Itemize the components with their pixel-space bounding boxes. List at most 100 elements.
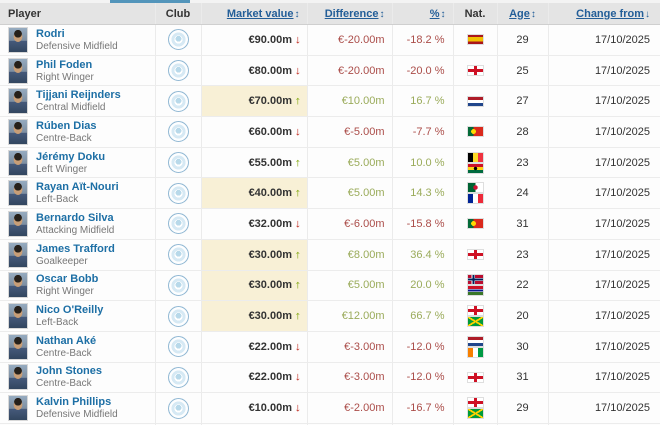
player-position: Left-Back [36, 194, 79, 206]
player-name-link[interactable]: Rúben Dias [36, 119, 97, 132]
change-from-cell: 17/10/2025 [548, 239, 660, 271]
manchester-city-badge-icon[interactable] [167, 121, 189, 143]
player-position: Left-Back [36, 317, 79, 329]
column-header-age[interactable]: Age↕ [497, 3, 549, 25]
market-value-cell: €60.00m ↓ [201, 116, 308, 148]
player-name-link[interactable]: Nico O'Reilly [36, 304, 104, 317]
percent-value: -12.0 % [406, 340, 445, 353]
sort-both-icon[interactable]: ↕ [294, 8, 300, 20]
player-photo[interactable] [8, 272, 28, 299]
market-value-text: €60.00m [248, 125, 292, 138]
player-name-link[interactable]: Rodri [36, 27, 65, 40]
table-row: Kalvin Phillips Defensive Midfield €10.0… [0, 392, 660, 424]
difference-cell: €-20.00m [307, 24, 393, 56]
change-from-date: 17/10/2025 [594, 64, 650, 77]
player-photo[interactable] [8, 26, 28, 53]
player-photo[interactable] [8, 364, 28, 391]
column-header-change-from[interactable]: Change from↓ [548, 3, 660, 25]
market-value-sort-link[interactable]: Market value [226, 7, 294, 20]
player-position: Centre-Back [36, 347, 92, 359]
percent-value: -15.8 % [406, 217, 445, 230]
netherlands-flag-icon [467, 96, 483, 106]
age-cell: 29 [497, 392, 549, 424]
manchester-city-badge-icon[interactable] [167, 397, 189, 419]
player-name-link[interactable]: Nathan Aké [36, 334, 97, 347]
sort-both-icon[interactable]: ↕ [440, 8, 446, 20]
change-from-date: 17/10/2025 [594, 187, 650, 200]
manchester-city-badge-icon[interactable] [167, 213, 189, 235]
trend-arrow-icon: ↓ [294, 33, 302, 46]
player-name-link[interactable]: James Trafford [36, 242, 115, 255]
jamaica-flag-icon [467, 317, 483, 327]
column-header-percent[interactable]: %↕ [392, 3, 454, 25]
manchester-city-badge-icon[interactable] [167, 90, 189, 112]
table-row: Bernardo Silva Attacking Midfield €32.00… [0, 208, 660, 240]
age-cell: 30 [497, 331, 549, 363]
age-sort-link[interactable]: Age [509, 7, 530, 20]
player-cell: Kalvin Phillips Defensive Midfield [0, 392, 156, 424]
player-photo[interactable] [8, 118, 28, 145]
table-row: Phil Foden Right Winger €80.00m ↓ €-20.00… [0, 55, 660, 87]
player-position: Left Winger [36, 163, 88, 175]
manchester-city-badge-icon[interactable] [167, 366, 189, 388]
change-from-sort-link[interactable]: Change from [576, 7, 644, 20]
market-value-cell: €55.00m ↑ [201, 147, 308, 179]
manchester-city-badge-icon[interactable] [167, 336, 189, 358]
player-name-link[interactable]: Bernardo Silva [36, 211, 114, 224]
player-name-link[interactable]: Phil Foden [36, 58, 93, 71]
player-photo[interactable] [8, 88, 28, 115]
table-header: Player Club Market value↕ Difference↕ %↕… [0, 3, 660, 25]
age-cell: 22 [497, 270, 549, 302]
player-name-link[interactable]: Tijjani Reijnders [36, 89, 121, 102]
column-header-difference[interactable]: Difference↕ [307, 3, 393, 25]
market-value-cell: €10.00m ↓ [201, 392, 308, 424]
sort-desc-icon[interactable]: ↓ [645, 8, 650, 20]
difference-cell: €-3.00m [307, 331, 393, 363]
manchester-city-badge-icon[interactable] [167, 305, 189, 327]
difference-cell: €-5.00m [307, 116, 393, 148]
player-photo[interactable] [8, 180, 28, 207]
nationality-cell [453, 177, 498, 210]
manchester-city-badge-icon[interactable] [167, 182, 189, 204]
percent-cell: -15.8 % [392, 208, 454, 240]
player-photo[interactable] [8, 333, 28, 360]
player-photo[interactable] [8, 149, 28, 176]
table-row: Rúben Dias Centre-Back €60.00m ↓ €-5.00m … [0, 116, 660, 148]
difference-sort-link[interactable]: Difference [324, 7, 379, 20]
market-value-cell: €30.00m ↑ [201, 270, 308, 302]
player-photo[interactable] [8, 241, 28, 268]
player-name-link[interactable]: Rayan Aït-Nouri [36, 181, 119, 194]
market-value-cell: €70.00m ↑ [201, 85, 308, 118]
netherlands-flag-icon [467, 336, 483, 346]
manchester-city-badge-icon[interactable] [167, 244, 189, 266]
club-cell [155, 85, 202, 118]
sort-both-icon[interactable]: ↕ [530, 8, 536, 20]
difference-value: €10.00m [341, 95, 385, 108]
change-from-cell: 17/10/2025 [548, 300, 660, 332]
market-value-text: €30.00m [248, 279, 292, 292]
player-name-link[interactable]: John Stones [36, 365, 103, 378]
manchester-city-badge-icon[interactable] [167, 274, 189, 296]
player-photo[interactable] [8, 395, 28, 422]
player-photo[interactable] [8, 57, 28, 84]
difference-cell: €8.00m [307, 239, 393, 271]
column-header-market-value[interactable]: Market value↕ [201, 3, 308, 25]
manchester-city-badge-icon[interactable] [167, 152, 189, 174]
player-position: Right Winger [36, 286, 94, 298]
percent-sort-link[interactable]: % [429, 7, 440, 20]
player-name-link[interactable]: Jérémy Doku [36, 150, 106, 163]
player-name-link[interactable]: Kalvin Phillips [36, 396, 112, 409]
change-from-date: 17/10/2025 [594, 279, 650, 292]
sort-both-icon[interactable]: ↕ [379, 8, 385, 20]
player-name-link[interactable]: Oscar Bobb [36, 273, 99, 286]
trend-arrow-icon: ↓ [294, 402, 302, 415]
table-row: Oscar Bobb Right Winger €30.00m ↑ €5.00m … [0, 270, 660, 302]
player-photo[interactable] [8, 303, 28, 330]
manchester-city-badge-icon[interactable] [167, 29, 189, 51]
player-photo[interactable] [8, 210, 28, 237]
player-position: Centre-Back [36, 132, 92, 144]
gambia-flag-icon [467, 286, 483, 296]
manchester-city-badge-icon[interactable] [167, 60, 189, 82]
player-cell: Tijjani Reijnders Central Midfield [0, 85, 156, 118]
difference-value: €12.00m [341, 310, 385, 323]
